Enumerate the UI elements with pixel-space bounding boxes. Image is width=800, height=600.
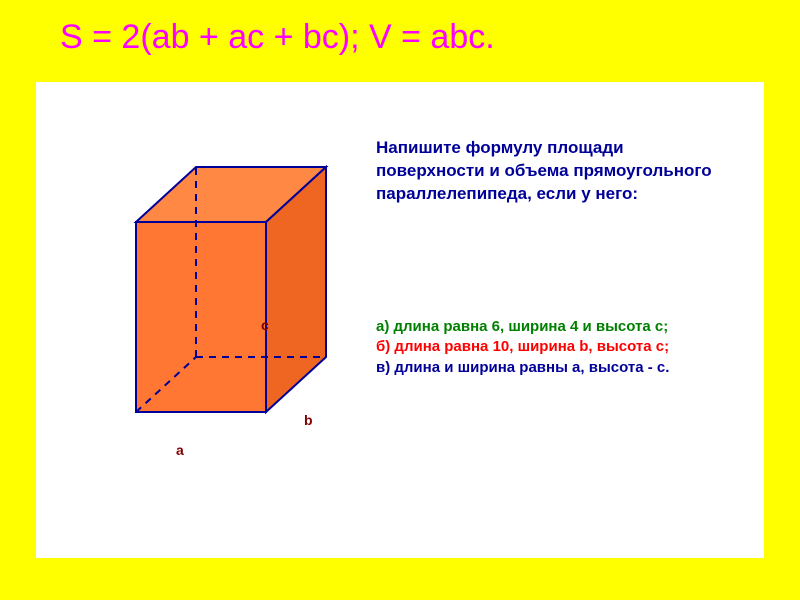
dim-label-b: b — [304, 412, 313, 428]
question-b: б) длина равна 10, ширина b, высота с; — [376, 337, 761, 357]
cuboid-diagram — [76, 122, 376, 442]
question-v: в) длина и ширина равны а, высота - с. — [376, 358, 761, 378]
question-a: а) длина равна 6, ширина 4 и высота с; — [376, 317, 761, 337]
questions-block: а) длина равна 6, ширина 4 и высота с; б… — [376, 317, 761, 378]
dim-label-c: c — [261, 317, 269, 333]
task-text: Напишите формулу площади поверхности и о… — [376, 137, 736, 206]
content-area: a b c Напишите формулу площади поверхнос… — [36, 82, 764, 558]
cuboid-front-face — [136, 222, 266, 412]
dim-label-a: a — [176, 442, 184, 458]
page-title: S = 2(ab + ac + bc); V = abc. — [60, 18, 495, 57]
